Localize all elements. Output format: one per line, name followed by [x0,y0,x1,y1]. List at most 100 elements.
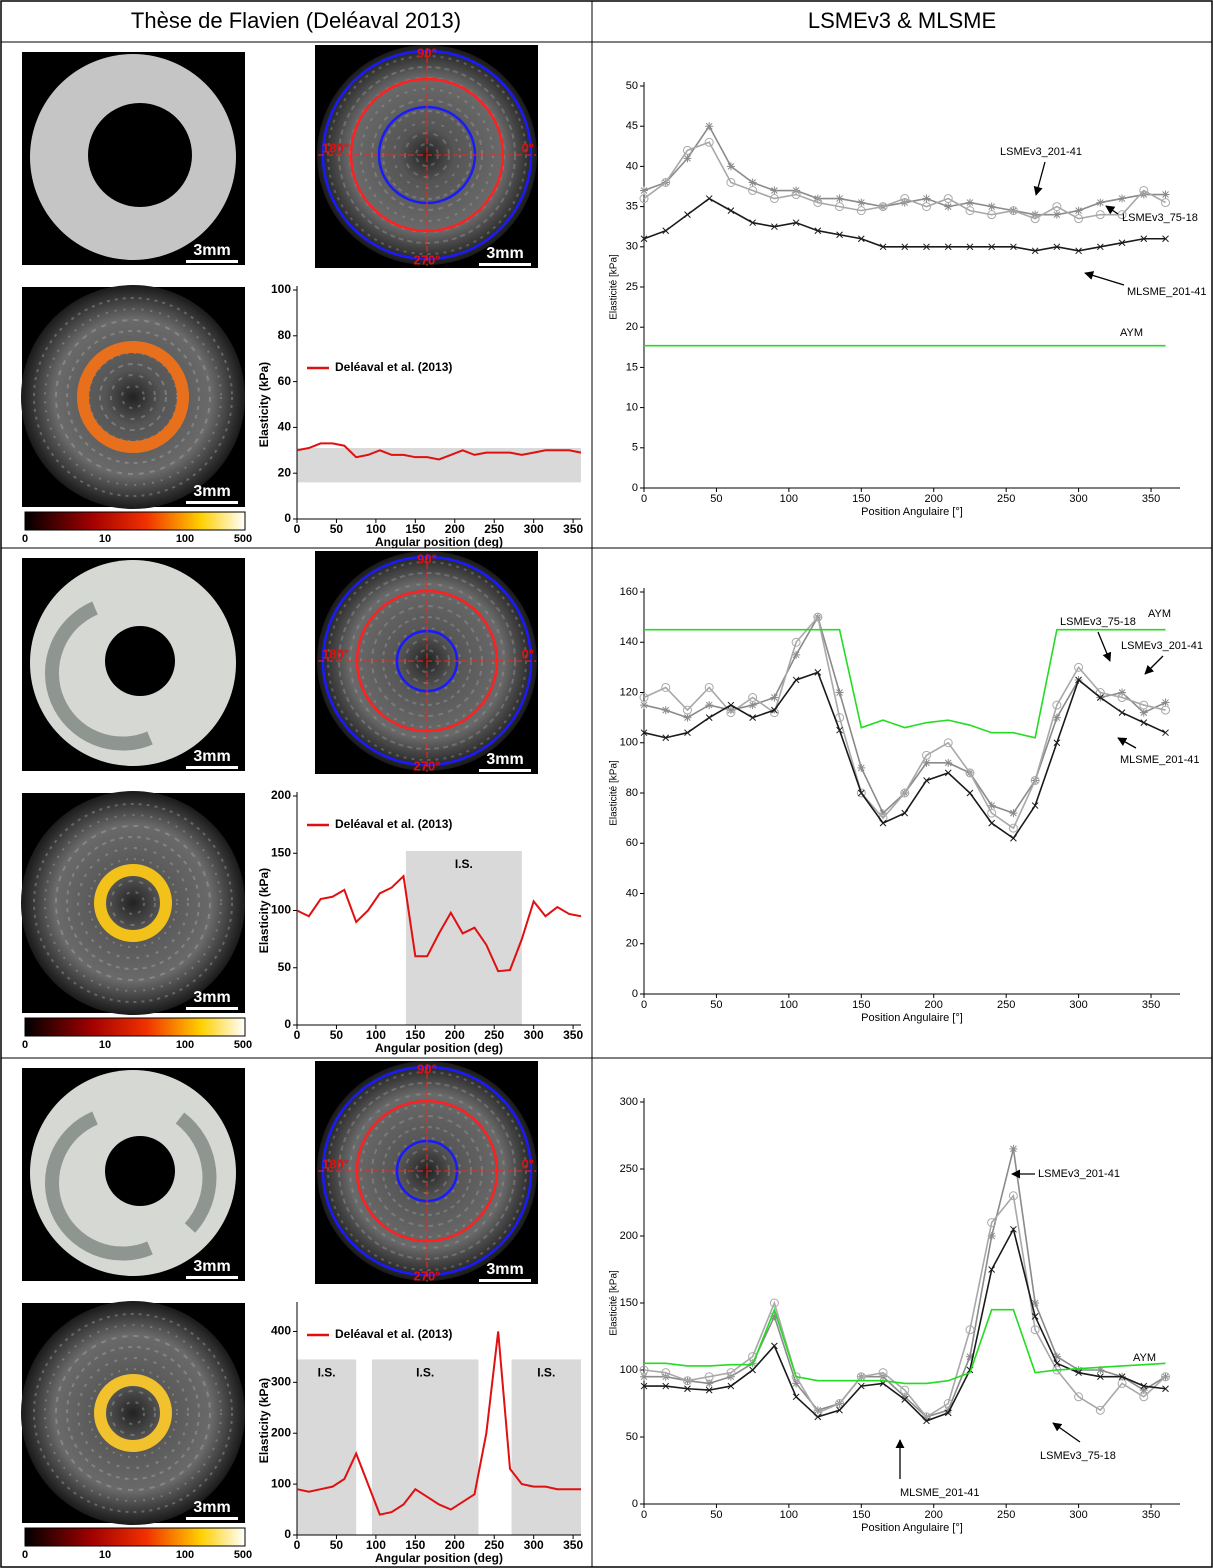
marker [1030,214,1040,224]
angle-label: 270° [414,758,441,773]
x-tick-label: 200 [445,1028,465,1042]
y-tick-label: 150 [620,1297,638,1309]
colorbar [24,1017,246,1037]
marker [1010,1225,1017,1233]
x-tick-label: 150 [405,1538,425,1552]
scale-label: 3mm [193,1258,230,1275]
marker [1009,809,1018,818]
marker [857,1382,865,1390]
marker [987,1232,996,1240]
marker [836,726,843,734]
series-label: LSMEv3_75-18 [1060,616,1136,628]
marker [1010,243,1017,251]
speckle [77,1357,189,1469]
y-tick-label: 40 [626,887,638,899]
marker [1075,676,1082,684]
colorbar-label: 10 [99,1039,111,1051]
colorbar-label: 100 [176,1549,194,1561]
x-tick-label: 200 [925,1509,943,1521]
speckle [110,880,156,926]
marker [857,789,865,797]
marker [769,194,779,204]
marker [770,186,779,195]
x-tick-label: 0 [294,1028,301,1042]
marker [1074,214,1084,224]
marker [1140,1382,1148,1390]
marker [966,243,974,251]
y-tick-label: 0 [284,1017,291,1031]
marker [792,219,800,227]
speckle [121,891,145,915]
y-tick-label: 250 [620,1163,638,1175]
series-line [644,628,1166,739]
marker [922,194,931,203]
x-tick-label: 350 [1142,493,1160,505]
y-tick-label: 5 [632,442,638,454]
marker [1162,1385,1169,1393]
shaded-region [405,850,522,1025]
marker [1053,243,1061,251]
marker [1139,700,1149,710]
marker [640,186,648,195]
marker [1118,688,1127,697]
y-tick-label: 25 [626,281,638,293]
y-tick-label: 45 [626,120,638,132]
x-tick-label: 300 [524,1028,544,1042]
marker [1118,239,1126,247]
lumen [105,626,175,696]
label-arrow [1105,205,1119,215]
scale-bar [479,263,531,266]
x-axis-label: Angular position (deg) [375,1041,503,1055]
shaded-region [297,448,581,483]
marker [965,198,974,207]
y-axis-label: Elasticity (kPa) [257,1378,271,1463]
marker [661,177,671,187]
x-tick-label: 250 [484,1028,504,1042]
marker [662,227,670,235]
series-label: LSMEv3_75-18 [1040,1450,1116,1462]
marker [1161,198,1171,208]
x-tick-label: 150 [852,1509,870,1521]
x-tick-label: 150 [852,493,870,505]
x-tick-label: 50 [710,1509,722,1521]
y-tick-label: 50 [626,1431,638,1443]
tissue [21,285,245,509]
lumen [88,103,192,207]
marker [965,1325,975,1335]
marker [900,788,910,798]
marker [1074,206,1083,215]
x-tick-label: 100 [780,1509,798,1521]
legend-label: Deléaval et al. (2013) [335,360,452,374]
marker [1052,713,1061,722]
marker [1117,210,1127,220]
x-axis-label: Angular position (deg) [375,1551,503,1565]
marker [835,1399,845,1408]
y-tick-label: 200 [271,788,291,802]
y-tick-label: 20 [626,938,638,950]
marker [769,708,779,718]
x-tick-label: 50 [330,1028,344,1042]
y-tick-label: 15 [626,361,638,373]
marker [684,1385,691,1393]
speckle [33,297,233,497]
marker [1052,1352,1061,1361]
scale-bar [479,1279,531,1282]
marker [748,701,757,710]
marker [1052,700,1062,710]
x-tick-label: 0 [294,1538,301,1552]
x-tick-label: 50 [330,522,344,536]
x-tick-label: 350 [1142,1509,1160,1521]
header: LSMEv3 & MLSME [808,8,996,33]
angle-label: 180° [322,646,349,661]
series-line [296,874,582,973]
x-tick-label: 350 [1142,999,1160,1011]
marker [1074,1392,1084,1402]
marker [1117,1378,1127,1388]
marker [662,1382,670,1390]
marker [749,1366,757,1374]
marker [640,235,648,243]
marker [966,789,974,797]
marker [727,207,735,214]
series-line [643,1193,1167,1418]
